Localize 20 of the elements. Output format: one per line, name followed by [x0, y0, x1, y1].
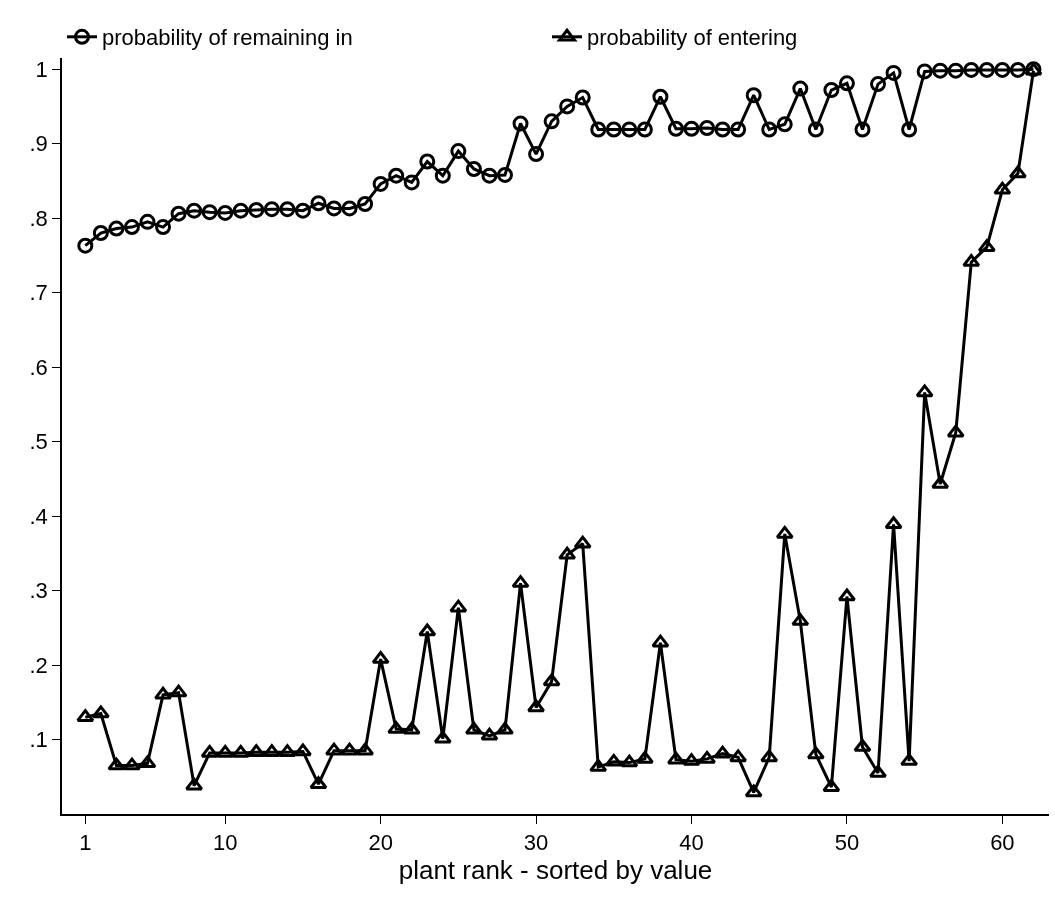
y-tick-label: .6: [29, 354, 48, 380]
y-tick-label: .9: [29, 131, 48, 157]
y-tick-label: .7: [29, 280, 48, 306]
x-tick-label: 60: [990, 830, 1015, 856]
y-tick-label: .8: [29, 205, 48, 231]
legend-label: probability of entering: [587, 25, 798, 51]
y-tick-label: 1: [35, 56, 48, 82]
x-tick-label: 10: [212, 830, 238, 856]
x-tick-label: 30: [523, 830, 549, 856]
y-tick-label: .5: [29, 429, 48, 455]
x-axis-title: plant rank - sorted by value: [398, 855, 713, 886]
x-tick-label: 20: [368, 830, 393, 856]
y-tick-label: .1: [29, 727, 48, 753]
legend-label: probability of remaining in: [102, 25, 353, 51]
x-tick-label: 50: [834, 830, 860, 856]
y-tick-label: .3: [29, 578, 48, 604]
x-tick-label: 40: [679, 830, 704, 856]
y-tick-label: .2: [29, 652, 48, 678]
y-tick-label: .4: [29, 503, 48, 529]
x-tick-label: 1: [79, 830, 92, 856]
